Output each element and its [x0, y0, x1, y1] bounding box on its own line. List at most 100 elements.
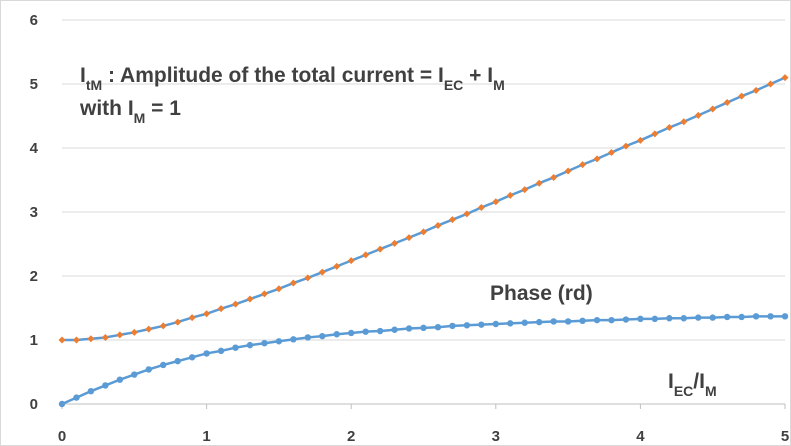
marker [492, 320, 499, 328]
marker [333, 331, 340, 338]
marker [160, 361, 167, 369]
marker [579, 161, 587, 169]
marker [131, 371, 138, 378]
marker [665, 124, 673, 132]
marker [217, 347, 225, 355]
marker [449, 322, 456, 330]
marker [260, 290, 268, 298]
marker [564, 318, 572, 325]
x-tick-label: 0 [58, 428, 66, 445]
marker [174, 318, 182, 326]
marker [723, 313, 731, 321]
annotation-run: with I [79, 97, 134, 120]
marker [232, 344, 239, 351]
marker [72, 336, 80, 344]
marker [535, 179, 543, 187]
marker [116, 331, 124, 339]
marker [87, 388, 95, 395]
marker [622, 142, 630, 150]
marker [87, 335, 95, 343]
y-tick-label: 3 [30, 204, 38, 221]
marker [492, 198, 500, 206]
marker [203, 310, 211, 318]
marker [145, 325, 153, 333]
marker [535, 318, 543, 326]
marker [101, 333, 109, 341]
marker [550, 173, 558, 181]
series-label: Phase (rd) [490, 282, 593, 305]
annotation-run: : Amplitude of the total current = I [102, 64, 444, 87]
marker [420, 324, 427, 332]
marker [261, 340, 268, 347]
marker [579, 317, 586, 324]
annotation-run: tM [86, 77, 102, 93]
x-tick-label: 3 [492, 428, 500, 445]
annotation-run: EC [444, 77, 463, 93]
y-tick-label: 1 [30, 332, 38, 349]
marker [159, 322, 167, 330]
marker [116, 376, 124, 383]
marker [694, 111, 702, 119]
marker [318, 268, 326, 276]
marker [636, 136, 644, 144]
marker [781, 313, 789, 320]
marker [405, 325, 413, 332]
marker [593, 316, 601, 324]
marker [463, 210, 471, 218]
x-axis-label: IEC/IM [668, 370, 717, 399]
marker [333, 262, 341, 270]
marker [188, 354, 196, 361]
marker [145, 366, 152, 373]
marker [319, 332, 326, 340]
marker [607, 148, 615, 156]
x-tick-label: 5 [781, 428, 789, 445]
marker [478, 321, 485, 328]
annotation: ItM : Amplitude of the total current = I… [80, 64, 505, 93]
marker [289, 279, 297, 287]
marker [58, 336, 66, 344]
marker [246, 341, 254, 349]
marker [521, 319, 528, 326]
marker [376, 327, 384, 335]
marker [246, 295, 254, 303]
annotation-run: M [134, 110, 146, 126]
marker [506, 191, 514, 199]
marker [130, 328, 138, 336]
marker [723, 99, 731, 107]
x-axis-label-run: I [668, 370, 674, 393]
marker [217, 305, 225, 313]
marker [651, 130, 659, 138]
marker [637, 315, 644, 323]
marker [174, 357, 181, 365]
y-tick-label: 6 [30, 12, 38, 29]
marker [290, 336, 297, 343]
marker [564, 167, 572, 175]
marker [275, 285, 283, 293]
marker [304, 334, 312, 341]
annotation-run: + I [463, 64, 493, 87]
marker [391, 326, 398, 333]
marker [275, 338, 283, 345]
marker [608, 316, 615, 324]
marker [767, 313, 774, 320]
marker [420, 228, 427, 236]
marker [709, 314, 716, 321]
marker [405, 234, 413, 242]
y-tick-label: 2 [30, 268, 38, 285]
marker [73, 394, 80, 401]
x-tick-label: 1 [202, 428, 210, 445]
y-tick-label: 5 [30, 76, 38, 93]
marker [434, 324, 442, 331]
marker [58, 400, 66, 408]
x-axis-label-run: EC [674, 383, 693, 399]
marker [738, 92, 746, 100]
marker [651, 315, 659, 323]
x-axis-label-run: M [705, 383, 717, 399]
y-tick-label: 4 [30, 140, 39, 157]
marker [593, 155, 601, 163]
marker [752, 86, 760, 94]
marker [767, 80, 775, 88]
marker [348, 329, 355, 337]
